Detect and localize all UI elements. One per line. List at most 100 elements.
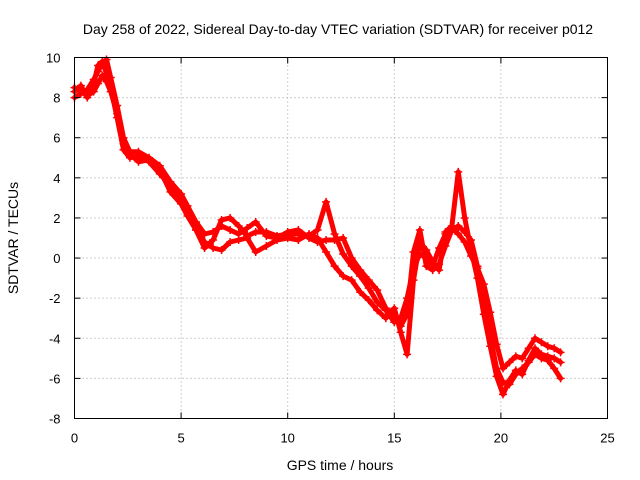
data-point-2-27 <box>283 234 292 242</box>
data-point-2-31 <box>322 248 331 257</box>
data-point-2-10 <box>125 149 134 158</box>
data-point-2-48 <box>447 221 456 230</box>
data-point-2-46 <box>435 266 444 275</box>
data-point-2-54 <box>486 342 495 351</box>
data-point-0-62 <box>537 338 546 347</box>
x-tick-label-1: 5 <box>177 431 184 446</box>
data-point-2-4 <box>93 79 102 88</box>
data-point-1-19 <box>209 227 218 236</box>
data-point-1-64 <box>550 364 559 373</box>
data-point-1-11 <box>134 147 143 156</box>
x-tick-label-4: 20 <box>494 431 508 446</box>
data-point-2-34 <box>347 276 356 285</box>
data-point-2-23 <box>243 234 252 242</box>
data-point-2-14 <box>166 187 175 196</box>
data-point-1-20 <box>217 221 226 230</box>
data-point-2-21 <box>226 238 235 247</box>
y-tick-label-5: 2 <box>53 211 60 226</box>
data-point-2-33 <box>339 272 348 281</box>
data-point-2-7 <box>106 87 115 96</box>
data-point-2-25 <box>262 242 271 251</box>
y-tick-label-2: -4 <box>49 331 61 346</box>
data-point-1-5 <box>98 59 107 68</box>
data-point-0-31 <box>322 197 331 206</box>
y-tick-label-4: 0 <box>53 251 60 266</box>
data-point-2-39 <box>390 304 399 313</box>
data-point-2-11 <box>134 157 143 166</box>
y-tick-label-9: 10 <box>46 51 60 66</box>
data-point-2-12 <box>145 155 154 164</box>
data-point-1-34 <box>347 254 356 263</box>
data-point-1-25 <box>262 231 271 240</box>
data-point-2-43 <box>415 238 424 247</box>
data-point-0-58 <box>511 352 520 361</box>
data-point-1-3 <box>89 75 98 84</box>
data-point-2-15 <box>177 199 186 208</box>
data-point-0-37 <box>373 298 382 307</box>
data-point-2-13 <box>155 165 164 174</box>
data-point-2-8 <box>113 109 122 118</box>
data-point-2-42 <box>409 276 418 285</box>
data-point-2-55 <box>492 372 501 381</box>
x-tick-label-0: 0 <box>71 431 78 446</box>
data-point-2-38 <box>381 314 390 323</box>
data-point-2-40 <box>396 328 405 337</box>
data-point-1-36 <box>364 276 373 285</box>
data-point-0-61 <box>531 334 540 343</box>
data-point-2-37 <box>373 306 382 315</box>
data-point-2-65 <box>556 358 565 367</box>
data-point-2-18 <box>200 238 209 247</box>
y-tick-label-6: 4 <box>53 171 60 186</box>
data-point-2-63 <box>543 352 552 361</box>
data-point-2-44 <box>422 246 431 255</box>
data-point-0-24 <box>251 227 260 236</box>
data-point-2-45 <box>428 258 437 267</box>
data-point-0-22 <box>234 221 243 230</box>
data-point-0-63 <box>543 342 552 351</box>
data-point-0-64 <box>550 344 559 353</box>
y-tick-label-1: -6 <box>49 371 61 386</box>
data-point-1-7 <box>106 73 115 82</box>
y-tick-label-3: -2 <box>49 291 61 306</box>
x-tick-label-3: 15 <box>387 431 401 446</box>
data-point-2-3 <box>89 87 98 96</box>
data-point-1-35 <box>356 266 365 275</box>
data-point-2-5 <box>98 71 107 80</box>
data-point-1-21 <box>226 225 235 234</box>
data-point-0-30 <box>313 225 322 234</box>
data-point-1-38 <box>381 304 390 313</box>
data-point-2-61 <box>531 344 540 353</box>
data-point-2-26 <box>273 236 282 245</box>
data-point-2-2 <box>83 91 92 100</box>
data-point-2-47 <box>441 227 450 236</box>
data-point-2-62 <box>537 350 546 359</box>
data-point-2-36 <box>364 296 373 305</box>
chart-title: Day 258 of 2022, Sidereal Day-to-day VTE… <box>83 21 593 37</box>
data-point-2-59 <box>518 370 527 379</box>
data-point-1-24 <box>251 217 260 226</box>
data-point-2-60 <box>524 356 533 365</box>
data-point-2-29 <box>305 229 314 238</box>
data-point-0-57 <box>505 358 514 367</box>
data-point-0-21 <box>226 213 235 222</box>
data-point-0-65 <box>556 348 565 357</box>
data-point-2-20 <box>217 246 226 255</box>
data-point-2-41 <box>403 350 412 359</box>
series-layer <box>70 55 565 399</box>
data-point-2-22 <box>234 236 243 245</box>
y-tick-label-0: -8 <box>49 412 61 427</box>
data-point-1-6 <box>102 55 111 64</box>
data-point-2-56 <box>499 390 508 399</box>
data-point-2-9 <box>119 139 128 148</box>
data-point-1-4 <box>93 67 102 76</box>
data-point-1-43 <box>415 225 424 234</box>
data-point-0-49 <box>454 229 463 238</box>
data-point-2-32 <box>330 262 339 271</box>
data-point-1-65 <box>556 374 565 383</box>
data-point-1-31 <box>322 236 331 245</box>
data-point-0-36 <box>364 284 373 293</box>
data-point-1-32 <box>330 236 339 245</box>
data-point-1-15 <box>177 189 186 198</box>
data-point-2-58 <box>511 366 520 375</box>
